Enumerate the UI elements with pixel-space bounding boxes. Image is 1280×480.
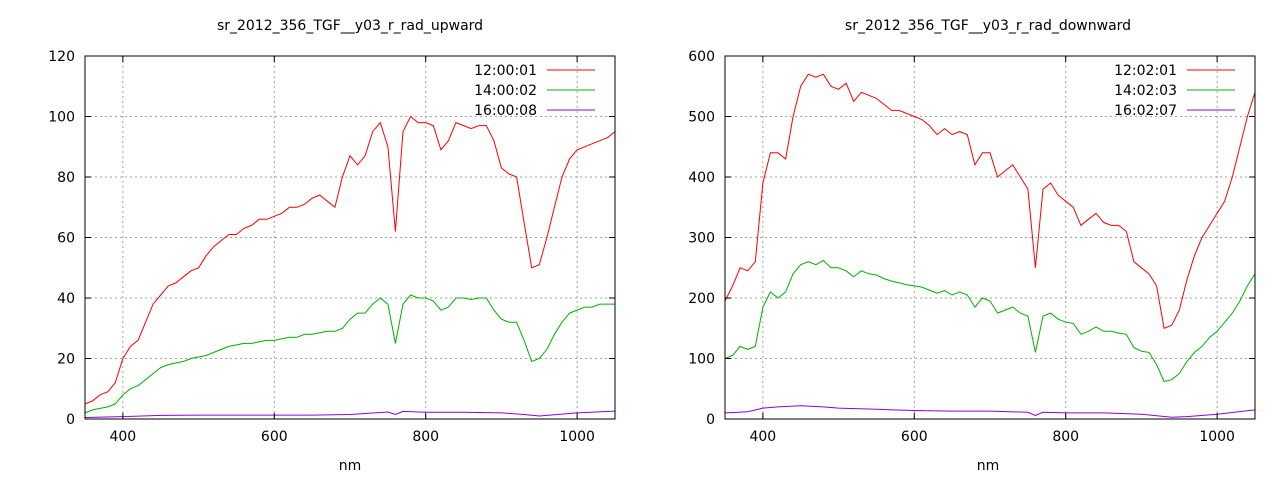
y-tick-label: 100 [688, 352, 715, 368]
x-axis-label: nm [977, 458, 1000, 474]
y-tick-label: 400 [688, 170, 715, 186]
series-line-1 [84, 115, 616, 405]
y-tick-label: 40 [57, 291, 75, 307]
y-tick-label: 600 [688, 49, 715, 65]
x-tick-label: 800 [1052, 429, 1079, 445]
series-line-3 [84, 410, 616, 418]
y-tick-label: 0 [706, 412, 715, 428]
x-tick-label: 1000 [559, 429, 595, 445]
series-line-2 [724, 259, 1256, 383]
chart-upward: sr_2012_356_TGF__y03_r_rad_upward nm 400… [48, 18, 616, 474]
y-tick-label: 120 [48, 49, 75, 65]
series-line-3 [724, 405, 1256, 418]
legend-label: 16:00:08 [474, 103, 537, 119]
y-tick-label: 200 [688, 291, 715, 307]
x-tick-label: 1000 [1199, 429, 1235, 445]
legend-label: 14:02:03 [1114, 83, 1177, 99]
series-line-2 [84, 294, 615, 414]
y-tick-label: 20 [57, 352, 75, 368]
y-tick-label: 100 [48, 110, 75, 126]
x-tick-label: 600 [901, 429, 928, 445]
y-tick-label: 500 [688, 110, 715, 126]
y-tick-label: 300 [688, 231, 715, 247]
series-line-1 [724, 73, 1256, 329]
y-tick-label: 60 [57, 231, 75, 247]
x-tick-label: 400 [109, 429, 136, 445]
x-axis-label: nm [339, 458, 362, 474]
chart-downward: sr_2012_356_TGF__y03_r_rad_downward nm 4… [688, 18, 1256, 474]
legend-label: 16:02:07 [1114, 103, 1177, 119]
legend-label: 14:00:02 [474, 83, 537, 99]
legend-label: 12:02:01 [1114, 63, 1177, 79]
chart-title: sr_2012_356_TGF__y03_r_rad_upward [217, 18, 483, 34]
x-tick-label: 400 [749, 429, 776, 445]
chart-title: sr_2012_356_TGF__y03_r_rad_downward [845, 18, 1131, 34]
y-tick-label: 0 [66, 412, 75, 428]
x-tick-label: 600 [261, 429, 288, 445]
x-tick-label: 800 [412, 429, 439, 445]
y-tick-label: 80 [57, 170, 75, 186]
legend-label: 12:00:01 [474, 63, 537, 79]
